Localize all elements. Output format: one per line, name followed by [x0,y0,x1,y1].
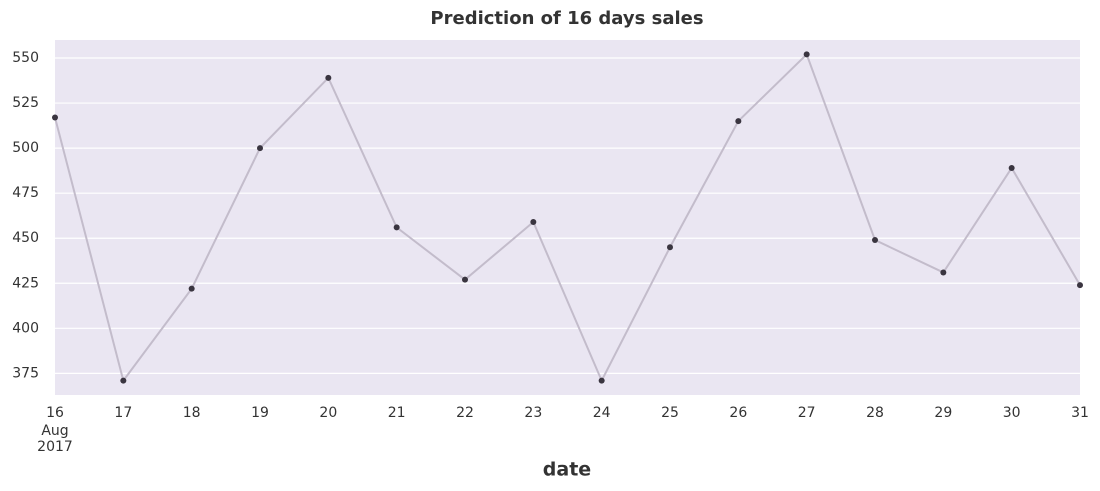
x-tick-label: 30 [1003,405,1021,421]
line [54,52,1081,383]
point [325,74,332,81]
point [188,285,195,292]
x-tick-label: 16 [46,405,64,421]
y-tick-label: 450 [12,230,39,246]
x-axis-label: date [543,459,591,481]
point [462,276,468,283]
point [120,377,127,384]
x-tick-label: 24 [593,405,611,421]
point [735,118,742,125]
point [1008,164,1015,171]
x-tick-label: 21 [388,405,406,421]
y-tick-label: 425 [12,275,39,291]
x-tick-sublabel: 2017 [37,439,73,455]
x-tick-label: 26 [729,405,747,421]
y-tick-label: 475 [12,185,39,201]
x-tick-label: 17 [114,405,132,421]
x-tick-label: 31 [1071,405,1089,421]
point [1077,282,1083,289]
x-tick-label: 29 [934,405,952,421]
y-tick-label: 550 [12,50,39,66]
y-tick-label: 400 [12,320,39,336]
point [667,244,673,251]
x-tick-label: 27 [798,405,816,421]
x-tick-label: 20 [319,405,337,421]
point [803,51,810,58]
x-tick-label: 22 [456,405,474,421]
point [52,114,58,121]
plot-background [55,40,1080,395]
chart-title: Prediction of 16 days sales [430,8,703,29]
x-tick-label: 19 [251,405,269,421]
y-tick-label: 375 [12,365,39,381]
point [393,224,400,231]
point [598,377,605,384]
point [257,145,263,152]
x-tick-label: 25 [661,405,679,421]
x-tick-sublabel: Aug [41,423,68,439]
x-tick-label: 23 [524,405,542,421]
point [530,219,537,226]
point [872,237,878,244]
y-tick-label: 500 [12,140,39,156]
x-tick-label: 28 [866,405,884,421]
x-tick-label: 18 [183,405,201,421]
y-tick-label: 525 [12,95,39,111]
point [940,269,947,276]
